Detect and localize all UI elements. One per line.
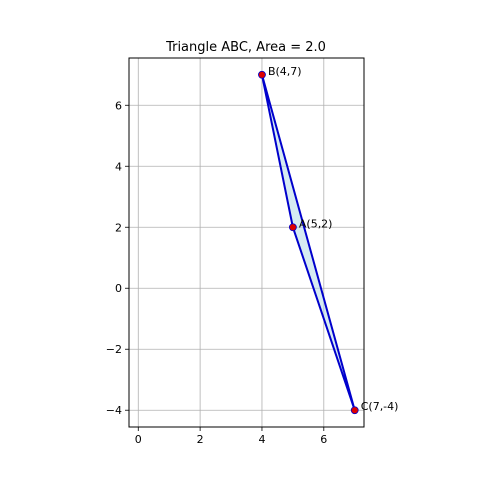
x-tick-label: 0	[135, 433, 142, 446]
chart-title: Triangle ABC, Area = 2.0	[165, 40, 326, 55]
triangle-polygon-layer	[260, 73, 356, 412]
triangle-abc	[260, 73, 356, 412]
y-tick-label: −2	[106, 343, 122, 356]
vertex-point-c	[350, 406, 359, 415]
y-axis-ticks: −4 −2 0 2 4 6	[106, 99, 129, 417]
y-tick-label: 0	[115, 282, 122, 295]
y-tick-label: −4	[106, 404, 122, 417]
vertex-point-b	[258, 70, 266, 79]
vertex-points-layer	[258, 70, 359, 415]
y-tick-label: 6	[115, 99, 122, 112]
y-tick-label: 2	[115, 221, 122, 234]
vertex-label-a: A(5,2)	[299, 217, 333, 230]
grid-lines	[129, 58, 364, 427]
vertex-label-c: C(7,-4)	[361, 400, 399, 413]
x-axis-ticks: 0 2 4 6	[135, 427, 327, 446]
axes-frame	[128, 57, 365, 428]
vertex-point-a	[288, 223, 297, 232]
vertex-labels-layer: A(5,2) B(4,7) C(7,-4)	[268, 65, 398, 413]
x-tick-label: 6	[320, 433, 327, 446]
vertex-label-b: B(4,7)	[268, 65, 302, 78]
x-tick-label: 4	[258, 433, 265, 446]
x-tick-label: 2	[197, 433, 204, 446]
y-tick-label: 4	[115, 160, 122, 173]
